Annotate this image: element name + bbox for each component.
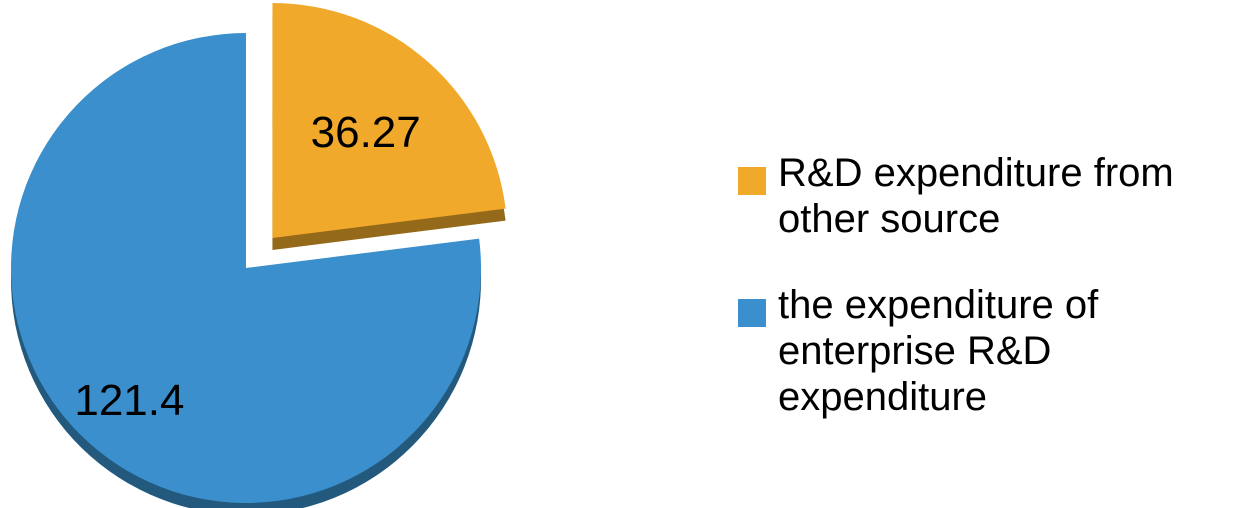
legend-label-other-source: R&D expenditure from other source [778,151,1174,241]
pie-data-labels: 36.27 121.4 [74,108,420,425]
legend-swatch-enterprise [738,299,766,327]
legend-swatch-other-source [738,167,766,195]
pie-slices [10,3,506,503]
legend-item-enterprise: the expenditure of enterprise R&D expend… [738,282,1248,420]
legend-label-enterprise: the expenditure of enterprise R&D expend… [778,283,1099,419]
slice-label-other-source: 36.27 [311,108,421,157]
pie-slice-other-source [272,3,506,238]
legend: R&D expenditure from other source the ex… [738,150,1248,460]
pie-slice-enterprise [10,32,481,503]
slice-label-enterprise: 121.4 [74,376,184,425]
legend-item-other-source: R&D expenditure from other source [738,150,1248,242]
